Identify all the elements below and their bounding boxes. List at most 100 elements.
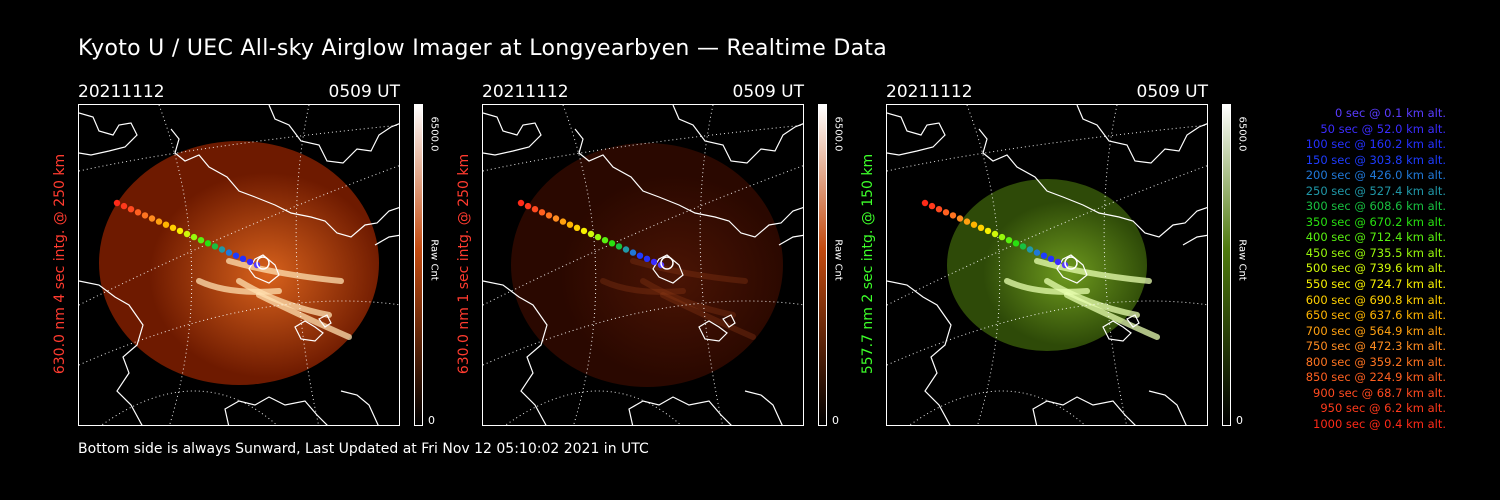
trajectory-point — [921, 199, 929, 207]
aurora-arc — [256, 292, 352, 340]
trajectory-point — [197, 237, 205, 244]
aurora-arc — [1044, 278, 1140, 318]
trajectory-point — [1005, 237, 1013, 244]
trajectory-point — [580, 227, 588, 235]
trajectory-point — [970, 221, 978, 228]
trajectory-point — [141, 212, 149, 219]
trajectory-point — [162, 221, 170, 228]
allsky-image — [482, 104, 804, 426]
sky-disk — [511, 143, 783, 387]
trajectory-point — [559, 218, 567, 225]
trajectory-legend-row: 100 sec @ 160.2 km alt. — [1305, 137, 1446, 152]
trajectory-point — [956, 215, 964, 222]
rocket-trajectory — [113, 199, 261, 269]
colorbar-min-label: 0 — [1236, 414, 1243, 427]
colorbar-unit-text: Raw Cnt — [428, 239, 440, 281]
trajectory-point — [998, 233, 1006, 241]
trajectory-point — [148, 215, 156, 222]
panel-date: 20211112 — [78, 82, 165, 102]
allsky-image-svg — [887, 105, 1207, 425]
trajectory-legend-row: 500 sec @ 739.6 km alt. — [1305, 261, 1446, 276]
trajectory-point — [531, 206, 539, 213]
aurora-arc — [1004, 278, 1090, 295]
trajectory-point — [608, 240, 616, 247]
trajectory-point — [566, 221, 574, 228]
trajectory-legend-row: 450 sec @ 735.5 km alt. — [1305, 245, 1446, 260]
trajectory-legend-row: 150 sec @ 303.8 km alt. — [1305, 152, 1446, 167]
trajectory-point — [211, 243, 219, 250]
trajectory-point — [524, 202, 532, 210]
trajectory-legend: 0 sec @ 0.1 km alt. 50 sec @ 52.0 km alt.… — [1268, 106, 1446, 432]
colorbar-max-text: 6500.0 — [832, 116, 844, 152]
rocket-trajectory — [921, 199, 1069, 269]
trajectory-legend-row: 550 sec @ 724.7 km alt. — [1305, 277, 1446, 292]
trajectory-legend-row: 300 sec @ 608.6 km alt. — [1305, 199, 1446, 214]
colorbar — [818, 104, 827, 426]
aurora-arc — [1034, 258, 1152, 284]
trajectory-point — [517, 199, 525, 207]
colorbar-max-label: 6500.0 — [426, 104, 442, 164]
aurora-arc — [630, 258, 748, 284]
trajectory-point — [232, 252, 240, 259]
panel-wavelength-label: 630.0 nm 4 sec intg. @ 250 km — [48, 104, 72, 424]
aurora-arc — [236, 278, 332, 318]
panel-wavelength-text: 630.0 nm 1 sec intg. @ 250 km — [456, 153, 472, 375]
colorbar — [1222, 104, 1231, 426]
trajectory-point — [225, 249, 233, 256]
trajectory-legend-row: 950 sec @ 6.2 km alt. — [1320, 401, 1446, 416]
trajectory-legend-row: 0 sec @ 0.1 km alt. — [1334, 106, 1446, 120]
trajectory-point — [1033, 249, 1041, 256]
colorbar-unit-label: Raw Cnt — [830, 230, 846, 290]
map-grid — [483, 105, 803, 425]
panel-time: 0509 UT — [328, 82, 401, 102]
trajectory-point — [1012, 240, 1020, 247]
trajectory-point — [928, 202, 936, 210]
rocket-trajectory — [517, 199, 665, 269]
panel-date: 20211112 — [886, 82, 973, 102]
aurora-arc — [660, 292, 756, 340]
trajectory-legend-row: 700 sec @ 564.9 km alt. — [1305, 323, 1446, 338]
trajectory-point — [1054, 258, 1062, 266]
imager-panel-557-2s: 20211112 0509 UT 557.7 nm 2 sec intg. @ … — [860, 80, 1296, 430]
trajectory-point — [155, 218, 163, 225]
trajectory-point — [991, 230, 999, 238]
panel-date: 20211112 — [482, 82, 569, 102]
trajectory-point — [246, 258, 254, 266]
station-marker — [256, 256, 270, 270]
trajectory-point — [977, 224, 985, 231]
map-grid — [79, 105, 399, 425]
trajectory-point — [183, 230, 191, 238]
aurora-arc — [600, 278, 686, 295]
trajectory-point — [573, 224, 581, 231]
trajectory-legend-row: 900 sec @ 68.7 km alt. — [1313, 385, 1446, 400]
coastline — [887, 105, 1207, 425]
station-marker — [660, 256, 674, 270]
trajectory-legend-row: 250 sec @ 527.4 km alt. — [1305, 183, 1446, 198]
trajectory-point — [984, 227, 992, 235]
page-title: Kyoto U / UEC All-sky Airglow Imager at … — [78, 36, 888, 61]
trajectory-point — [622, 246, 630, 253]
trajectory-legend-row: 600 sec @ 690.8 km alt. — [1305, 292, 1446, 307]
allsky-image-svg — [483, 105, 803, 425]
trajectory-legend-row: 800 sec @ 359.2 km alt. — [1305, 354, 1446, 369]
trajectory-legend-row: 50 sec @ 52.0 km alt. — [1320, 121, 1446, 136]
trajectory-point — [1019, 243, 1027, 250]
trajectory-point — [239, 255, 247, 262]
colorbar-unit-label: Raw Cnt — [1234, 230, 1250, 290]
colorbar-max-label: 6500.0 — [1234, 104, 1250, 164]
trajectory-point — [942, 209, 950, 216]
trajectory-point — [134, 209, 142, 216]
trajectory-point — [615, 243, 623, 250]
trajectory-point — [1026, 246, 1034, 253]
trajectory-point — [650, 258, 658, 266]
trajectory-point — [629, 249, 637, 256]
trajectory-legend-row: 350 sec @ 670.2 km alt. — [1305, 214, 1446, 229]
trajectory-point — [949, 212, 957, 219]
trajectory-legend-row: 400 sec @ 712.4 km alt. — [1305, 230, 1446, 245]
panel-wavelength-label: 557.7 nm 2 sec intg. @ 150 km — [856, 104, 880, 424]
trajectory-point — [127, 206, 135, 213]
colorbar-max-text: 6500.0 — [1236, 116, 1248, 152]
trajectory-point — [169, 224, 177, 231]
colorbar-unit-text: Raw Cnt — [1236, 239, 1248, 281]
trajectory-point — [538, 209, 546, 216]
